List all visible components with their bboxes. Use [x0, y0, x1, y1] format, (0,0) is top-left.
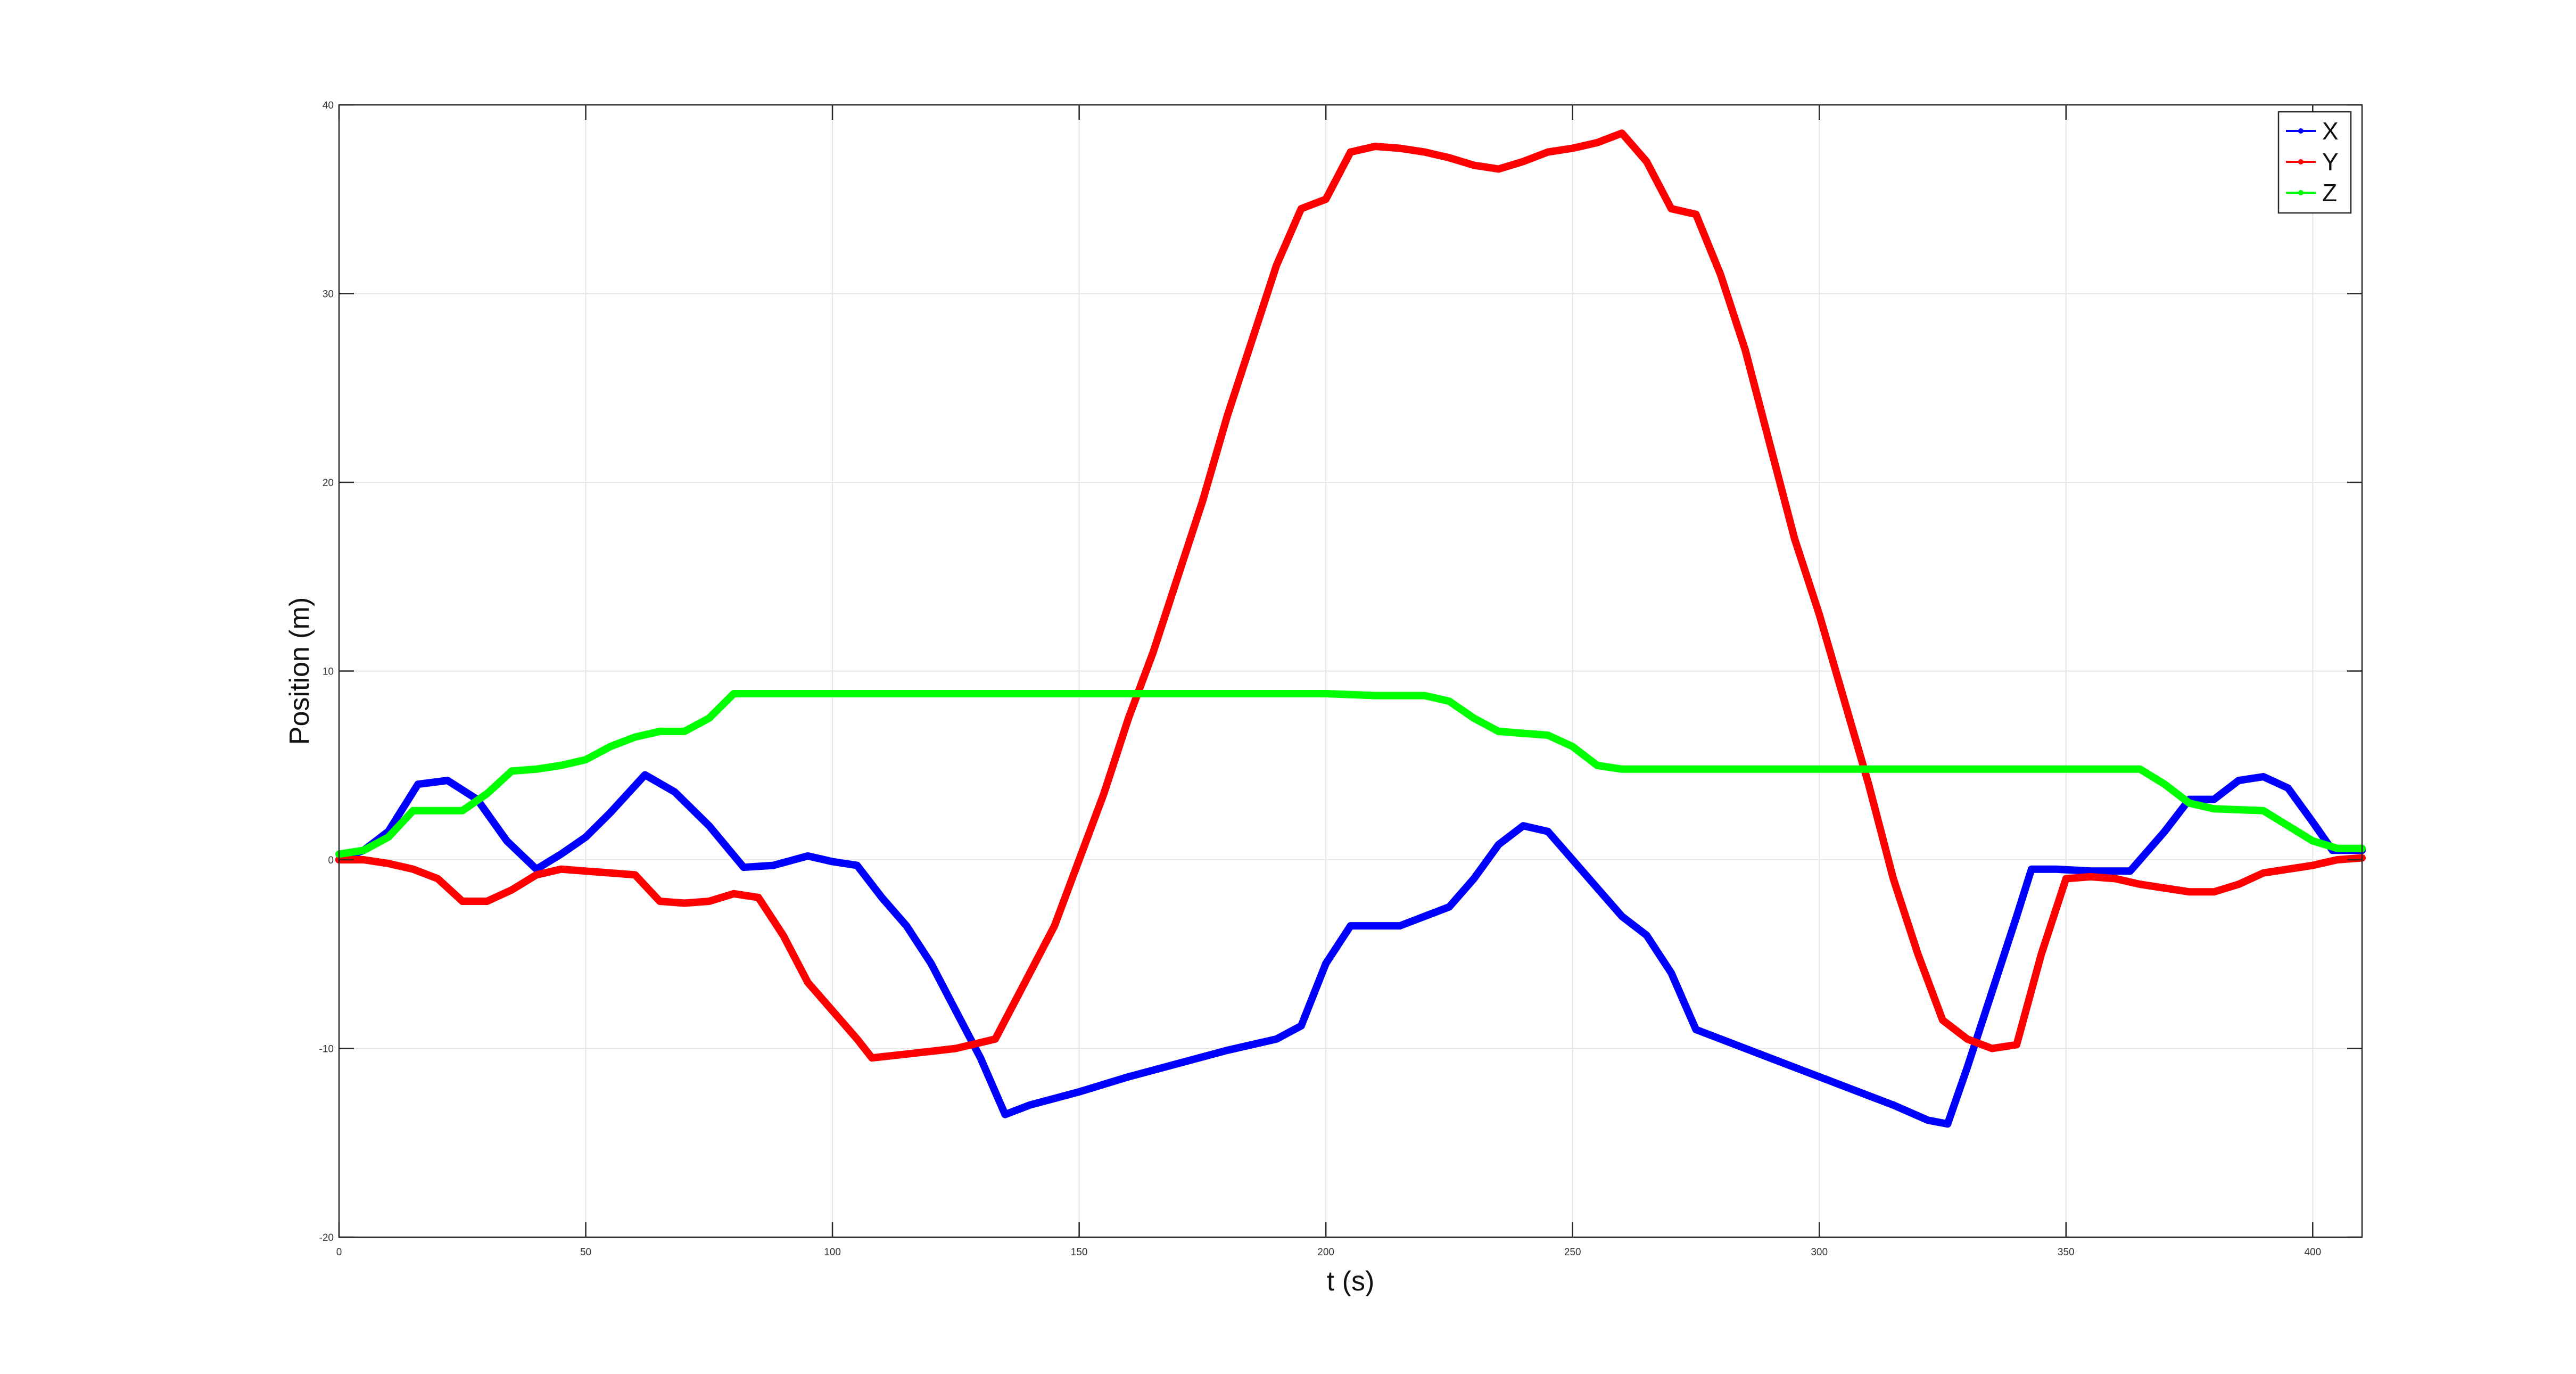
y-tick-label: 20 — [323, 478, 334, 489]
x-tick-label: 300 — [1811, 1247, 1828, 1258]
y-tick-label: -10 — [319, 1044, 334, 1055]
x-tick-label: 250 — [1564, 1247, 1581, 1258]
y-tick-label: -20 — [319, 1232, 334, 1244]
y-axis-label: Position (m) — [284, 597, 315, 745]
x-tick-label: 200 — [1317, 1247, 1334, 1258]
y-tick-label: 40 — [323, 100, 334, 111]
x-tick-label: 400 — [2304, 1247, 2321, 1258]
legend: XYZ — [2277, 111, 2352, 214]
x-tick-label: 100 — [824, 1247, 841, 1258]
legend-marker-x — [2298, 128, 2303, 134]
legend-label-y: Y — [2322, 148, 2339, 176]
legend-marker-z — [2298, 190, 2303, 195]
series-lines — [335, 129, 2366, 1128]
y-tick-label: 10 — [323, 667, 334, 678]
x-axis-label: t (s) — [1327, 1266, 1375, 1297]
x-tick-label: 350 — [2058, 1247, 2075, 1258]
y-tick-label: 0 — [328, 855, 334, 866]
legend-label-x: X — [2322, 117, 2339, 145]
legend-label-z: Z — [2322, 179, 2337, 207]
y-tick-label: 30 — [323, 289, 334, 300]
x-tick-label: 150 — [1071, 1247, 1088, 1258]
series-line-y — [335, 129, 2366, 1062]
series-line-x — [335, 771, 2366, 1128]
legend-marker-y — [2298, 159, 2303, 164]
x-tick-label: 50 — [580, 1247, 591, 1258]
ticks: 0 50 100 150 200 250 300 350 400 -20 -10 0 10 20 30 40 — [319, 100, 2362, 1258]
x-tick-label: 0 — [336, 1247, 342, 1258]
series-line-z — [335, 690, 2366, 858]
